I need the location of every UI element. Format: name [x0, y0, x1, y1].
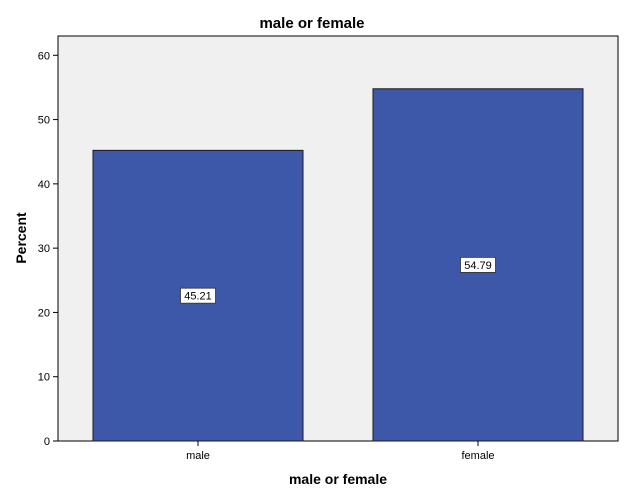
y-tick-label: 50 — [38, 115, 50, 127]
data-label-box — [460, 256, 496, 273]
y-tick-label: 0 — [44, 436, 50, 448]
data-label: 45.21 — [184, 291, 212, 303]
y-tick-label: 30 — [38, 243, 50, 255]
x-tick-label: female — [461, 450, 494, 462]
chart-title: male or female — [259, 15, 364, 32]
x-tick-label: male — [186, 450, 210, 462]
y-tick-label: 40 — [38, 179, 50, 191]
y-axis-label: Percent — [13, 212, 29, 264]
data-label: 54.79 — [464, 260, 492, 272]
y-axis: 0 10 20 30 40 50 60 — [38, 50, 58, 448]
y-tick-label: 10 — [38, 372, 50, 384]
x-axis: male female — [186, 441, 495, 462]
data-label-box — [180, 287, 216, 304]
x-axis-label: male or female — [289, 471, 387, 487]
bars-group: 45.21 54.79 — [92, 88, 584, 442]
y-tick-label: 60 — [38, 50, 50, 62]
y-tick-label: 20 — [38, 307, 50, 319]
